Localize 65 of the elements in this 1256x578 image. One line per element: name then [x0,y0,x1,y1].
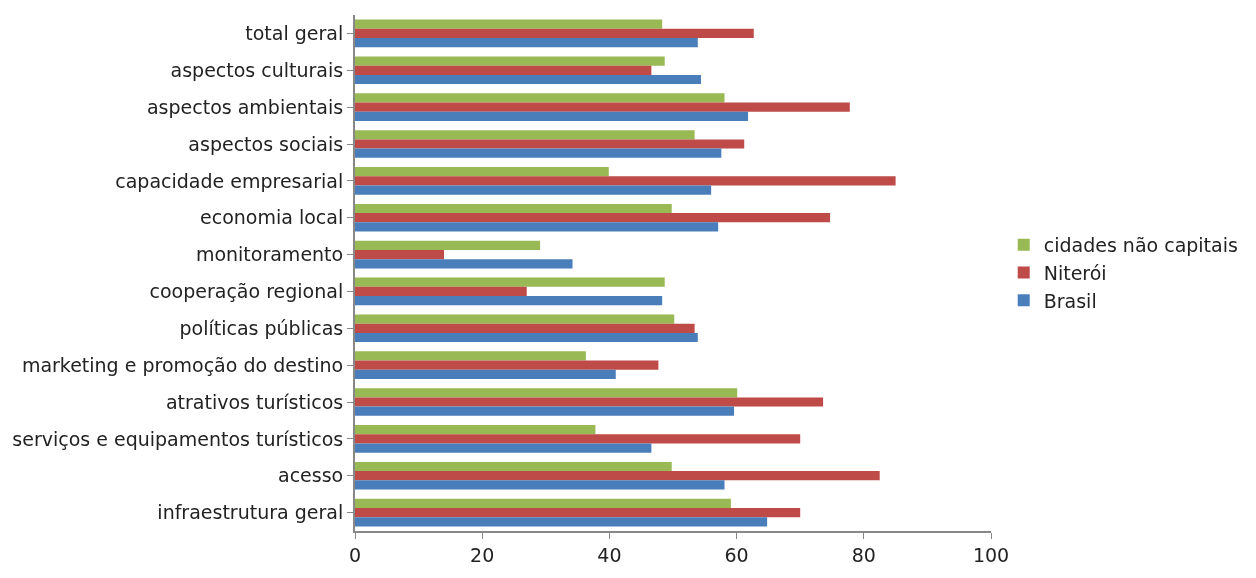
bar [355,176,896,186]
y-tick-label: total geral [245,22,344,45]
bar [355,277,665,287]
y-tick-label: acesso [278,464,344,487]
bar [355,249,445,260]
bar [355,65,652,75]
bar [355,38,698,48]
bar [355,130,695,140]
x-tick-label: 0 [348,543,362,566]
y-tick-label: aspectos ambientais [146,95,344,118]
bar [355,323,695,333]
bar [355,259,573,269]
x-tick-label: 60 [724,543,749,566]
y-tick-label: capacidade empresarial [115,169,344,192]
legend-label: Niterói [1043,261,1107,284]
y-tick-label: aspectos culturais [170,58,344,81]
bar [355,102,850,112]
x-tick-label: 40 [597,543,622,566]
bar [355,425,596,435]
bar [355,434,801,444]
bar [355,28,754,39]
bar [355,498,731,508]
bar [355,360,659,370]
bar [355,93,725,103]
bar [355,314,675,324]
bar [355,74,701,85]
bar [355,139,745,149]
y-tick-label: monitoramento [195,243,344,266]
x-tick-label: 20 [470,543,495,566]
bar [355,480,725,490]
y-tick-label: cooperação regional [149,280,344,303]
bar [355,517,768,527]
bar [355,461,672,472]
y-tick-label: aspectos sociais [188,132,344,155]
bar [355,203,672,214]
bar [355,286,527,297]
bar [355,296,663,306]
y-tick-label: infraestrutura geral [157,501,344,524]
bar [355,111,749,121]
bar [355,148,722,158]
bar [355,240,541,250]
bar [355,19,663,29]
bar [355,507,801,518]
y-tick-label: políticas públicas [179,316,344,339]
bar [355,443,652,453]
bar [355,351,586,361]
bar [355,369,616,379]
y-tick-label: marketing e promoção do destino [21,353,344,376]
bar [355,167,609,177]
legend-label: Brasil [1043,289,1097,312]
x-tick-label: 100 [972,543,1010,566]
bar [355,185,712,195]
bar [355,471,880,481]
bar [355,332,698,343]
y-tick-label: economia local [200,206,344,229]
bar [355,222,719,232]
y-tick-label: atrativos turísticos [165,390,344,413]
legend-label: cidades não capitais [1043,234,1238,257]
bar [355,213,831,223]
bar [355,56,665,66]
bar [355,388,738,398]
bar [355,406,735,416]
y-tick-label: serviços e equipamentos turísticos [12,427,344,450]
bar [355,397,824,407]
x-tick-label: 80 [851,543,876,566]
